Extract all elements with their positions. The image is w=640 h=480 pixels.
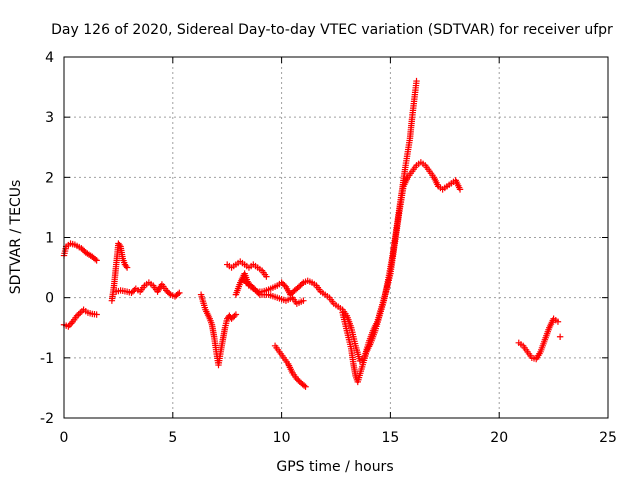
- data-point: [250, 285, 258, 292]
- y-tick-label: 4: [45, 50, 54, 66]
- series-seg-l: [556, 333, 564, 340]
- y-axis-label: SDTVAR / TECUs: [8, 180, 24, 295]
- data-point: [252, 286, 259, 294]
- y-tick-label: -2: [40, 411, 54, 427]
- data-point: [123, 264, 131, 271]
- data-point: [122, 262, 130, 270]
- data-point: [231, 312, 238, 320]
- x-tick-label: 5: [168, 430, 177, 446]
- data-point: [116, 241, 123, 249]
- data-point: [91, 255, 99, 263]
- data-point: [288, 290, 295, 297]
- data-point: [556, 333, 564, 340]
- y-tick-label: 0: [45, 291, 54, 307]
- series-seg-i: [271, 342, 309, 390]
- x-tick-label: 15: [381, 430, 399, 446]
- data-point: [249, 283, 256, 291]
- data-point: [263, 273, 270, 280]
- data-point: [295, 377, 302, 384]
- data-point: [129, 288, 137, 295]
- x-tick-label: 10: [273, 430, 291, 446]
- data-point: [232, 311, 240, 318]
- data-point: [300, 297, 307, 304]
- data-point: [253, 288, 261, 295]
- data-point: [293, 375, 301, 383]
- x-tick-label: 20: [490, 430, 508, 446]
- series-seg-e: [197, 291, 240, 369]
- data-point: [302, 383, 309, 390]
- grid-lines: [64, 57, 608, 418]
- series-seg-c: [108, 240, 131, 304]
- data-point: [295, 283, 303, 291]
- data-point: [77, 309, 84, 316]
- data-point: [281, 282, 288, 289]
- data-point: [247, 282, 255, 289]
- data-point: [128, 289, 135, 297]
- data-point: [456, 186, 464, 193]
- x-axis-label: GPS time / hours: [276, 459, 393, 475]
- series-seg-f: [224, 258, 270, 280]
- series-seg-b: [60, 306, 100, 330]
- y-tick-label: 2: [45, 170, 54, 186]
- y-tick-label: 1: [45, 231, 54, 247]
- y-tick-label: -1: [40, 351, 54, 367]
- data-point: [164, 288, 171, 296]
- series-seg-h: [239, 276, 307, 307]
- data-point: [229, 314, 237, 321]
- x-tick-label: 0: [60, 430, 69, 446]
- data-point: [255, 289, 262, 297]
- series-seg-d: [113, 279, 183, 300]
- data-point: [298, 280, 306, 288]
- data-point: [300, 382, 308, 389]
- series-seg-j: [339, 77, 420, 386]
- chart-title: Day 126 of 2020, Sidereal Day-to-day VTE…: [51, 22, 613, 38]
- data-point: [297, 282, 304, 289]
- data-point: [279, 280, 287, 288]
- data-point: [93, 311, 100, 318]
- data-point: [93, 257, 100, 264]
- data-point: [78, 245, 85, 252]
- x-tick-label: 25: [599, 430, 617, 446]
- data-point: [165, 290, 173, 297]
- data-point: [176, 289, 183, 297]
- data-point: [228, 315, 235, 322]
- data-point: [174, 290, 182, 298]
- y-tick-label: 3: [45, 110, 54, 126]
- axis-ticks: 0 5 10 15 20 25 -2 -1 0 1 2 3 4: [40, 50, 617, 446]
- data-point: [554, 318, 562, 325]
- data-point: [66, 321, 74, 329]
- series-seg-k: [515, 315, 562, 363]
- data-point: [79, 246, 87, 253]
- series-seg-a: [60, 240, 100, 264]
- data-point: [413, 77, 420, 85]
- data-marks: [60, 77, 564, 390]
- data-point: [75, 311, 82, 318]
- data-point: [278, 279, 285, 286]
- data-point: [163, 287, 170, 294]
